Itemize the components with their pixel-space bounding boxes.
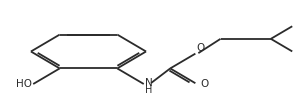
Text: H: H [145,84,153,95]
Text: N: N [145,78,153,88]
Text: O: O [197,43,205,53]
Text: HO: HO [16,79,32,89]
Text: O: O [201,79,209,89]
